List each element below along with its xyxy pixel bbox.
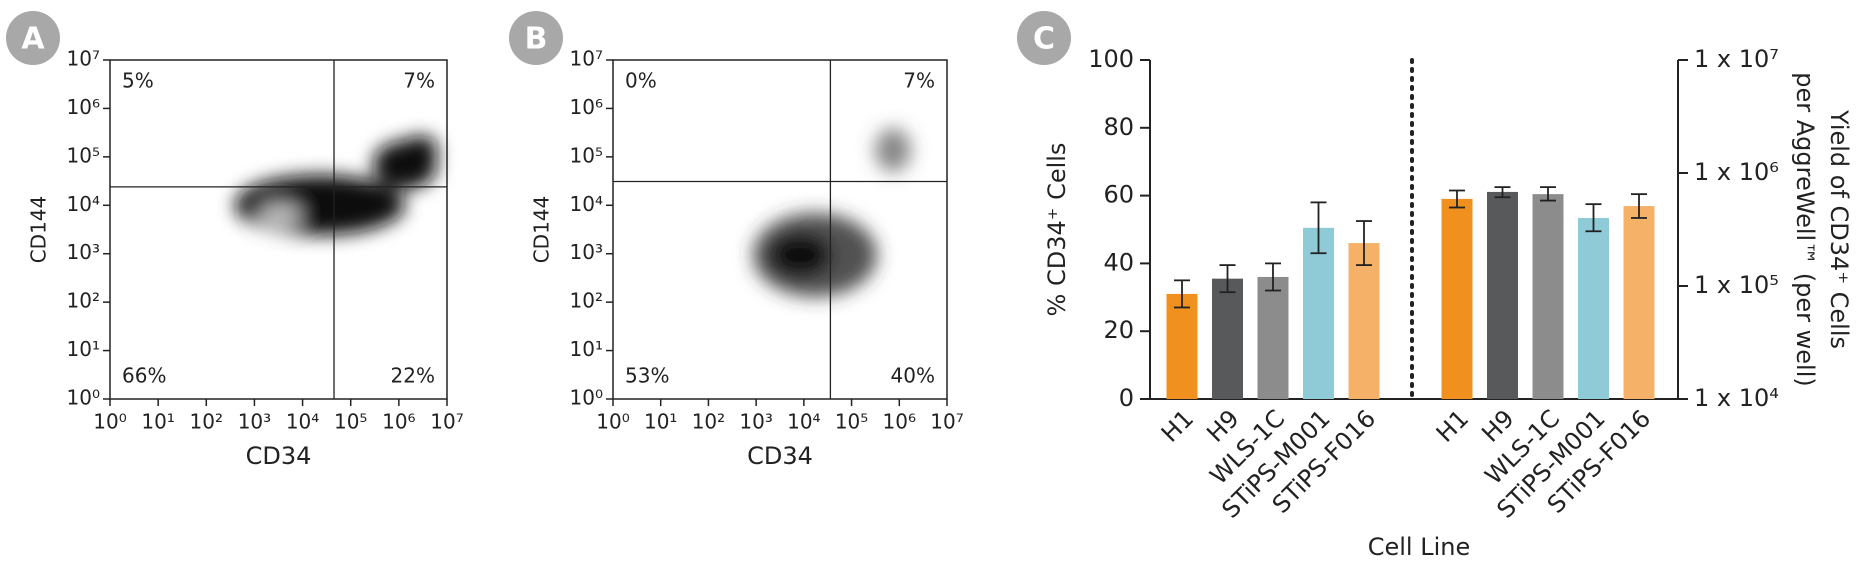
y-tick-label: 10⁵ bbox=[67, 143, 100, 167]
y-tick-label: 10⁰ bbox=[67, 386, 100, 410]
bar bbox=[1578, 217, 1609, 399]
x-tick-label: 10³ bbox=[739, 410, 772, 434]
y-tick-label: 0 bbox=[1119, 384, 1134, 412]
x-tick-label: 10⁵ bbox=[334, 410, 367, 434]
panel-letter: B bbox=[525, 22, 548, 57]
y2-tick-label: 1 x 10⁷ bbox=[1694, 45, 1779, 73]
y-tick-label: 10⁴ bbox=[67, 192, 100, 216]
y-tick-label: 10³ bbox=[67, 240, 100, 264]
x-tick-label: 10⁴ bbox=[787, 410, 820, 434]
plot-frame bbox=[612, 59, 948, 400]
bar bbox=[1441, 198, 1473, 399]
y-tick-label: 80 bbox=[1103, 113, 1134, 141]
y-axis-label: % CD34⁺ Cells bbox=[1043, 143, 1071, 317]
x-tick-label: 10⁴ bbox=[286, 410, 319, 434]
x-axis-label: CD34 bbox=[747, 442, 813, 470]
panel-badge bbox=[509, 11, 563, 65]
quadrant-label: 66% bbox=[122, 364, 166, 388]
x-tick-label: 10⁵ bbox=[835, 410, 868, 434]
y-tick-label: 10² bbox=[67, 289, 100, 313]
y-tick-label: 40 bbox=[1103, 248, 1134, 276]
plot-frame bbox=[109, 59, 448, 400]
y2-tick-label: 1 x 10⁶ bbox=[1694, 158, 1779, 186]
y-tick-label: 10⁶ bbox=[570, 95, 603, 119]
y-tick-label: 10¹ bbox=[570, 337, 603, 361]
y-tick-label: 10³ bbox=[570, 240, 603, 264]
y-tick-label: 10⁴ bbox=[570, 192, 603, 216]
y-tick-label: 10⁰ bbox=[570, 386, 603, 410]
x-tick-label: 10² bbox=[692, 410, 725, 434]
x-tick-label: 10⁶ bbox=[883, 410, 916, 434]
bar bbox=[1487, 191, 1518, 399]
x-tick-label: 10⁰ bbox=[596, 410, 629, 434]
y-tick-label: 10² bbox=[570, 289, 603, 313]
panel-letter: A bbox=[21, 22, 45, 57]
density-cloud-b bbox=[753, 128, 911, 297]
y-tick-label: 10⁷ bbox=[67, 47, 100, 71]
y-tick-label: 10¹ bbox=[67, 337, 100, 361]
y-axis-label: CD144 bbox=[27, 196, 51, 264]
quadrant-label: 5% bbox=[122, 69, 154, 93]
x-tick-label: 10² bbox=[190, 410, 223, 434]
y-tick-label: 10⁷ bbox=[570, 47, 603, 71]
x-tick-label: 10⁷ bbox=[930, 410, 963, 434]
bar bbox=[1212, 278, 1243, 399]
quadrant-label: 22% bbox=[391, 364, 435, 388]
panel-badge bbox=[6, 11, 60, 65]
y2-axis-label: Yield of CD34⁺ Cells bbox=[1825, 109, 1853, 349]
panel-letter: C bbox=[1033, 22, 1055, 57]
y-tick-label: 20 bbox=[1103, 316, 1134, 344]
x-tick-label: 10³ bbox=[238, 410, 271, 434]
y-axis-label: CD144 bbox=[530, 196, 554, 264]
y2-tick-label: 1 x 10⁵ bbox=[1694, 271, 1779, 299]
y-tick-label: 10⁶ bbox=[67, 95, 100, 119]
bar bbox=[1348, 243, 1380, 399]
x-tick-label: 10¹ bbox=[644, 410, 677, 434]
quadrant-label: 7% bbox=[403, 69, 435, 93]
quadrant-label: 40% bbox=[891, 364, 935, 388]
x-tick-label: 10¹ bbox=[141, 410, 174, 434]
y2-tick-label: 1 x 10⁴ bbox=[1694, 384, 1779, 412]
bar bbox=[1303, 227, 1334, 399]
quadrant-label: 0% bbox=[625, 69, 657, 93]
quadrant-label: 7% bbox=[903, 69, 935, 93]
y2-axis-label: per AggreWell™ (per well) bbox=[1791, 72, 1819, 387]
density-cloud-a bbox=[235, 136, 438, 235]
bar bbox=[1623, 206, 1655, 399]
x-tick-label: 10⁰ bbox=[93, 410, 126, 434]
bar bbox=[1257, 276, 1289, 399]
x-tick-label: H1 bbox=[1156, 404, 1199, 447]
bar bbox=[1166, 293, 1198, 399]
y-tick-label: 60 bbox=[1103, 181, 1134, 209]
y-tick-label: 100 bbox=[1088, 45, 1134, 73]
quadrant-label: 53% bbox=[625, 364, 669, 388]
y-tick-label: 10⁵ bbox=[570, 143, 603, 167]
x-tick-label: 10⁷ bbox=[430, 410, 463, 434]
x-axis-label: CD34 bbox=[246, 442, 312, 470]
bar bbox=[1532, 194, 1564, 399]
x-axis-label: Cell Line bbox=[1368, 533, 1471, 561]
panel-badge bbox=[1017, 11, 1071, 65]
x-tick-label: 10⁶ bbox=[382, 410, 415, 434]
x-tick-label: H1 bbox=[1431, 404, 1474, 447]
